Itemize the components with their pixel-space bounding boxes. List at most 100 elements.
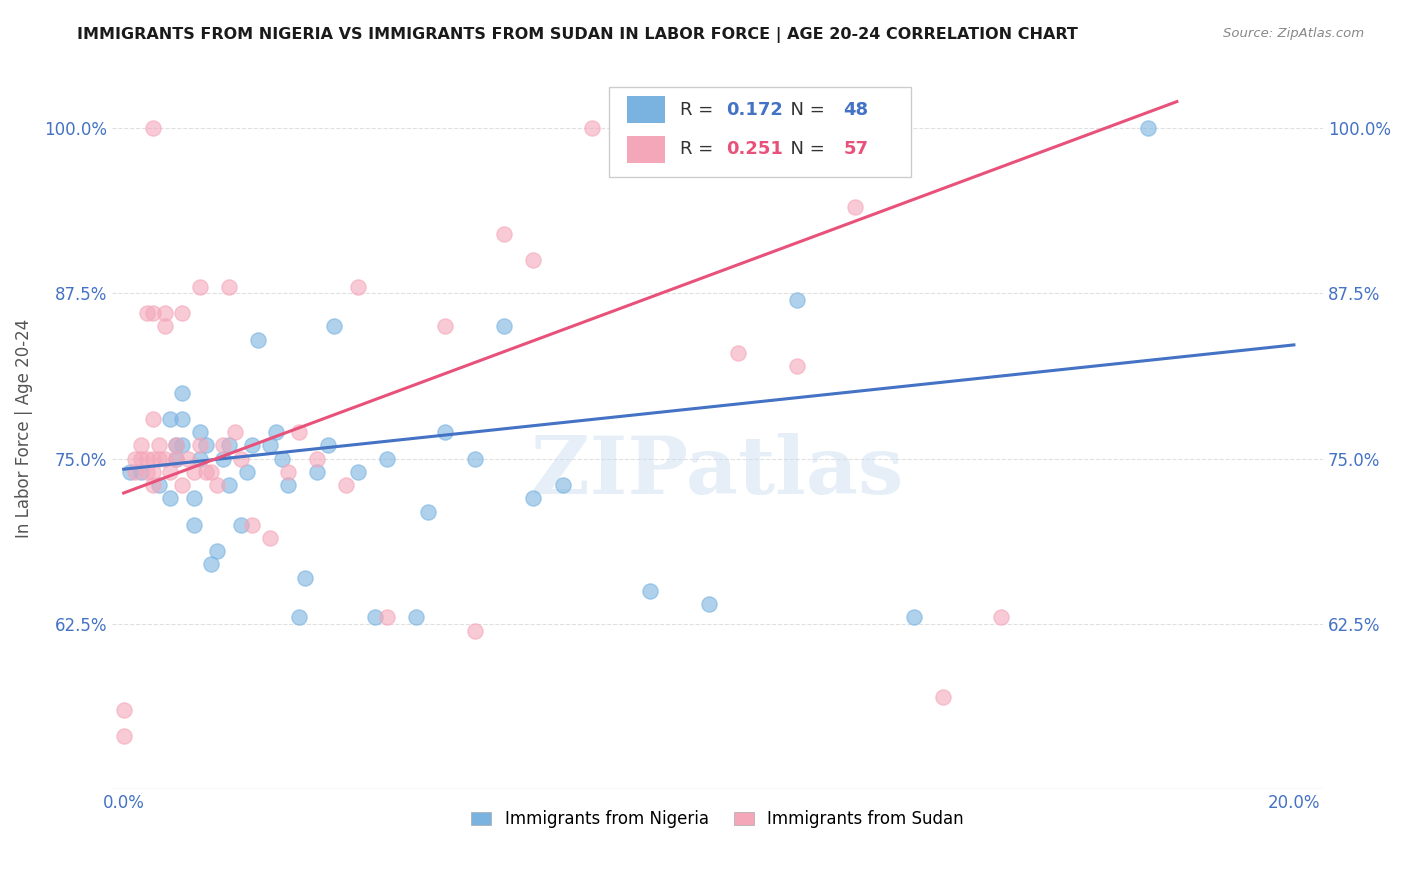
Point [207,478,229,492]
Point [522,491,544,506]
Text: 0.251: 0.251 [725,140,783,159]
Point [229,517,252,532]
Point [276,478,298,492]
Point [218,478,240,492]
Point [405,610,427,624]
Point [153,306,176,320]
Point [224,425,246,440]
Point [270,451,292,466]
Point [129,451,152,466]
Point [172,385,194,400]
Point [165,451,187,466]
Point [697,597,720,611]
Point [200,465,222,479]
Point [159,491,181,506]
Point [551,478,574,492]
Point [218,279,240,293]
Point [247,333,270,347]
Point [259,531,281,545]
Point [183,517,205,532]
Y-axis label: In Labor Force | Age 20-24: In Labor Force | Age 20-24 [15,319,32,539]
Point [172,478,194,492]
Point [294,571,316,585]
Point [727,346,749,360]
Point [142,478,165,492]
Point [118,465,141,479]
Point [148,478,170,492]
Point [159,465,181,479]
Point [212,451,235,466]
Point [242,438,264,452]
Point [786,293,808,307]
Point [434,425,457,440]
Point [416,504,439,518]
Point [142,465,165,479]
Point [194,438,217,452]
Point [903,610,925,624]
Point [142,412,165,426]
Point [148,438,170,452]
Point [242,517,264,532]
Point [165,438,187,452]
Point [172,306,194,320]
Point [990,610,1012,624]
Text: N =: N = [779,101,831,119]
Point [259,438,281,452]
Point [159,412,181,426]
Point [229,451,252,466]
Point [165,438,187,452]
Point [522,253,544,268]
Text: 57: 57 [844,140,869,159]
Text: R =: R = [681,140,718,159]
Point [124,451,146,466]
Point [492,227,515,241]
FancyBboxPatch shape [609,87,911,177]
Point [200,558,222,572]
Point [183,465,205,479]
Point [335,478,357,492]
Point [172,438,194,452]
Point [305,451,328,466]
Point [177,451,200,466]
Point [364,610,387,624]
Text: N =: N = [779,140,831,159]
Point [212,438,235,452]
Text: 0.172: 0.172 [725,101,783,119]
Point [183,491,205,506]
Point [932,690,955,704]
Point [148,451,170,466]
Point [638,583,661,598]
Point [464,451,486,466]
Point [375,610,398,624]
Point [112,729,135,743]
Point [188,425,211,440]
Point [434,319,457,334]
Point [136,451,159,466]
Point [188,451,211,466]
Point [786,359,808,373]
Text: R =: R = [681,101,718,119]
Point [464,624,486,638]
Point [172,412,194,426]
Point [136,306,159,320]
Text: 48: 48 [844,101,869,119]
Point [323,319,346,334]
Point [218,438,240,452]
Point [129,438,152,452]
Point [235,465,257,479]
Point [697,121,720,136]
Point [136,465,159,479]
Point [124,465,146,479]
Point [305,465,328,479]
Point [492,319,515,334]
Point [276,465,298,479]
Legend: Immigrants from Nigeria, Immigrants from Sudan: Immigrants from Nigeria, Immigrants from… [465,804,970,835]
Point [153,319,176,334]
Point [129,465,152,479]
Text: ZIPatlas: ZIPatlas [531,434,904,511]
Point [188,279,211,293]
Point [346,465,368,479]
Point [581,121,603,136]
FancyBboxPatch shape [627,136,665,163]
Point [142,121,165,136]
